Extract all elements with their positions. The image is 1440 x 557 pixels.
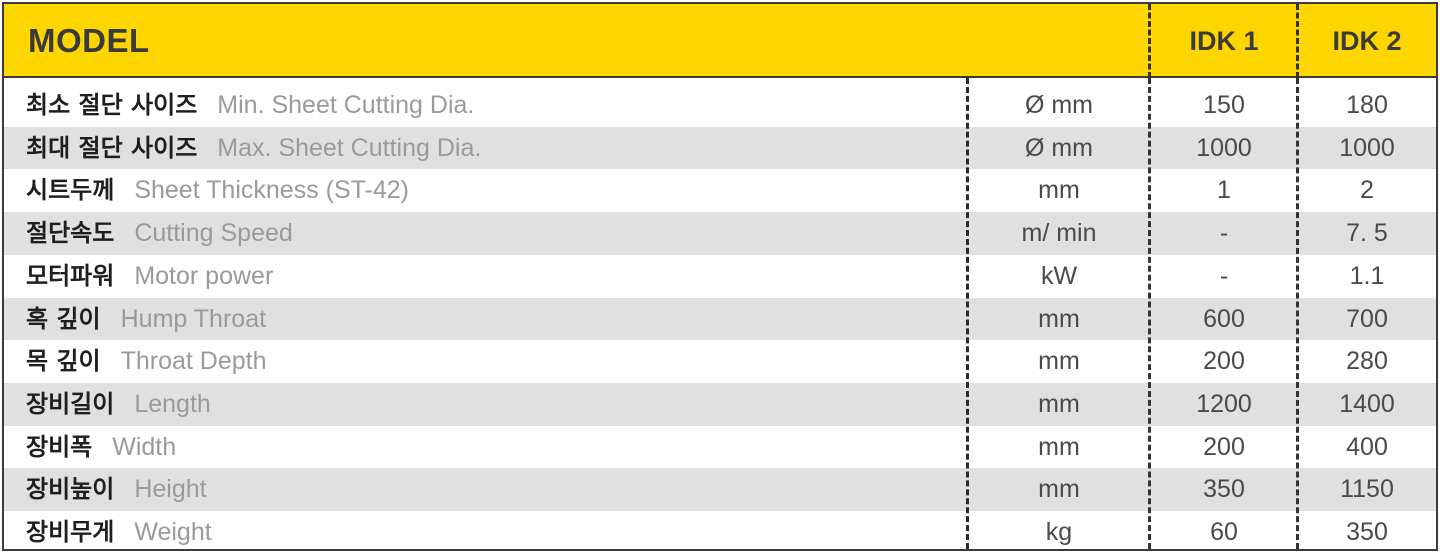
spec-value-idk2: 1150 <box>1340 475 1394 504</box>
spec-unit: m/ min <box>1021 219 1097 248</box>
spec-name-english: Throat Depth <box>120 347 267 376</box>
spec-name: 최대 절단 사이즈 Max. Sheet Cutting Dia. <box>26 127 481 170</box>
spec-name-english: Cutting Speed <box>134 219 293 248</box>
spec-value-idk2: 2 <box>1360 176 1374 205</box>
table-row: 장비폭 Width mm 200 400 <box>4 426 1436 469</box>
spec-name-english: Length <box>134 389 211 418</box>
spec-name: 장비높이 Height <box>26 468 207 511</box>
spec-value-idk1: 200 <box>1203 347 1245 376</box>
spec-value-idk1: 60 <box>1210 518 1238 546</box>
spec-name-korean: 장비높이 <box>26 475 115 504</box>
spec-name-english: Sheet Thickness (ST-42) <box>134 176 409 205</box>
spec-name-english: Height <box>134 475 207 504</box>
spec-value-idk2: 7. 5 <box>1346 219 1388 248</box>
spec-unit: kg <box>1045 518 1073 546</box>
spec-unit: mm <box>1038 304 1080 333</box>
spec-value-idk1: - <box>1219 219 1229 248</box>
spec-value-idk2: 700 <box>1346 304 1388 333</box>
spec-unit: mm <box>1038 475 1080 504</box>
spec-name: 장비폭 Width <box>26 426 176 469</box>
spec-unit: kW <box>1040 261 1078 290</box>
spec-value-idk2: 1400 <box>1339 389 1395 418</box>
spec-value-idk2: 350 <box>1346 518 1388 546</box>
spec-name-english: Max. Sheet Cutting Dia. <box>217 133 482 162</box>
spec-name: 시트두께 Sheet Thickness (ST-42) <box>26 169 409 212</box>
spec-name-korean: 최대 절단 사이즈 <box>26 133 198 162</box>
spec-name: 장비길이 Length <box>26 383 211 426</box>
spec-name: 목 깊이 Throat Depth <box>26 340 267 383</box>
table-row: 모터파워 Motor power kW - 1.1 <box>4 255 1436 298</box>
spec-name: 모터파워 Motor power <box>26 255 273 298</box>
column-divider-idk1 <box>1148 78 1151 549</box>
spec-value-idk1: 1000 <box>1196 133 1252 162</box>
spec-name: 장비무게 Weight <box>26 511 212 554</box>
spec-name-english: Weight <box>134 518 212 546</box>
spec-value-idk1: 350 <box>1203 475 1245 504</box>
table-row: 최소 절단 사이즈 Min. Sheet Cutting Dia. Ø mm 150 1… <box>4 84 1436 127</box>
spec-name-korean: 모터파워 <box>26 261 115 290</box>
spec-unit: Ø mm <box>1024 133 1094 162</box>
spec-name-english: Min. Sheet Cutting Dia. <box>217 91 475 119</box>
spec-name-korean: 절단속도 <box>26 219 115 248</box>
spec-name-korean: 장비길이 <box>26 389 115 418</box>
column-heading-idk2: IDK 2 <box>1332 26 1402 56</box>
table-header: MODEL IDK 1 IDK 2 <box>4 4 1436 78</box>
spec-value-idk1: - <box>1219 261 1229 290</box>
column-divider-unit <box>966 78 969 549</box>
spec-value-idk1: 1 <box>1217 176 1231 205</box>
spec-unit: mm <box>1038 176 1080 205</box>
table-row: 목 깊이 Throat Depth mm 200 280 <box>4 340 1436 383</box>
table-row: 혹 깊이 Hump Throat mm 600 700 <box>4 297 1436 341</box>
model-heading: MODEL <box>28 22 150 59</box>
spec-name-korean: 목 깊이 <box>26 347 101 376</box>
header-divider-1 <box>1148 4 1151 78</box>
table-row: 장비높이 Height mm 350 1150 <box>4 468 1436 511</box>
spec-value-idk1: 600 <box>1203 304 1245 333</box>
spec-name: 혹 깊이 Hump Throat <box>26 298 266 341</box>
spec-name-korean: 혹 깊이 <box>26 304 101 333</box>
table-row: 장비길이 Length mm 1200 1400 <box>4 382 1436 426</box>
spec-value-idk2: 1.1 <box>1349 261 1385 290</box>
spec-unit: mm <box>1038 432 1080 461</box>
spec-value-idk2: 280 <box>1346 347 1388 376</box>
spec-value-idk2: 400 <box>1346 432 1388 461</box>
spec-name-korean: 시트두께 <box>26 176 115 205</box>
spec-value-idk1: 1200 <box>1196 389 1252 418</box>
table-row: 절단속도 Cutting Speed m/ min - 7. 5 <box>4 212 1436 255</box>
table-row: 장비무게 Weight kg 60 350 <box>4 511 1436 554</box>
spec-name: 절단속도 Cutting Speed <box>26 212 293 255</box>
column-heading-idk1: IDK 1 <box>1189 26 1259 56</box>
spec-value-idk2: 1000 <box>1339 133 1395 162</box>
column-divider-idk2 <box>1296 78 1299 549</box>
spec-unit: mm <box>1038 347 1080 376</box>
spec-name-english: Hump Throat <box>120 304 267 333</box>
spec-unit: mm <box>1038 389 1080 418</box>
spec-name-korean: 장비폭 <box>26 432 93 461</box>
spec-value-idk2: 180 <box>1346 91 1388 119</box>
spec-name-korean: 장비무게 <box>26 518 115 546</box>
header-divider-2 <box>1296 4 1299 78</box>
spec-name-korean: 최소 절단 사이즈 <box>26 91 198 119</box>
spec-unit: Ø mm <box>1024 91 1094 119</box>
spec-name-english: Width <box>112 432 177 461</box>
spec-value-idk1: 150 <box>1203 91 1245 119</box>
spec-name: 최소 절단 사이즈 Min. Sheet Cutting Dia. <box>26 84 474 127</box>
table-row: 최대 절단 사이즈 Max. Sheet Cutting Dia. Ø mm 1000… <box>4 126 1436 170</box>
table-row: 시트두께 Sheet Thickness (ST-42) mm 1 2 <box>4 169 1436 212</box>
spec-value-idk1: 200 <box>1203 432 1245 461</box>
spec-name-english: Motor power <box>134 261 274 290</box>
